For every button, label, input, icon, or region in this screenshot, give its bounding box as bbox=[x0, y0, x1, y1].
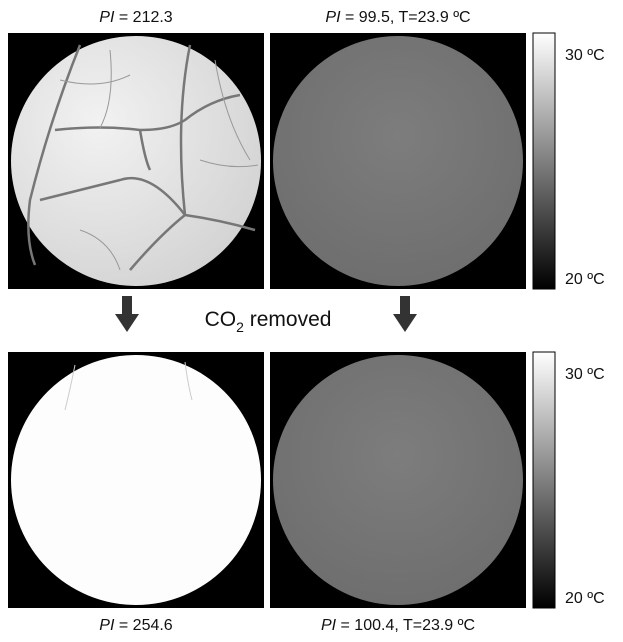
co2-caption: CO2 removed bbox=[205, 308, 332, 335]
figure: PI = 212.3 PI = 99.5, T=23.9 ºC PI = 254… bbox=[0, 0, 623, 637]
page: PI = 212.3 PI = 99.5, T=23.9 ºC PI = 254… bbox=[0, 0, 623, 642]
colorbar bbox=[533, 352, 555, 608]
caption-subscript: 2 bbox=[236, 319, 244, 335]
label-value: = 100.4, T=23.9 ºC bbox=[341, 617, 476, 634]
leaf-disc bbox=[11, 355, 261, 605]
caption-text: removed bbox=[250, 308, 332, 331]
panel-label: PI = 99.5, T=23.9 ºC bbox=[325, 9, 470, 26]
colorbar-label: 30 ºC bbox=[565, 366, 605, 383]
panel-label: PI = 212.3 bbox=[99, 9, 173, 26]
label-symbol: PI bbox=[321, 617, 337, 634]
label-symbol: PI bbox=[325, 9, 341, 26]
caption-text: CO bbox=[205, 308, 237, 331]
label-symbol: PI bbox=[99, 617, 115, 634]
colorbar-label: 20 ºC bbox=[565, 271, 605, 288]
leaf-disc bbox=[11, 36, 261, 286]
colorbar bbox=[533, 33, 555, 289]
panel-label: PI = 254.6 bbox=[99, 617, 173, 634]
leaf-disc bbox=[273, 355, 523, 605]
panel-label: PI = 100.4, T=23.9 ºC bbox=[321, 617, 475, 634]
label-value: = 212.3 bbox=[119, 9, 173, 26]
leaf-disc bbox=[273, 36, 523, 286]
label-value: = 254.6 bbox=[119, 617, 173, 634]
colorbar-label: 30 ºC bbox=[565, 47, 605, 64]
label-value: = 99.5, T=23.9 ºC bbox=[345, 9, 471, 26]
colorbar-label: 20 ºC bbox=[565, 590, 605, 607]
label-symbol: PI bbox=[99, 9, 115, 26]
